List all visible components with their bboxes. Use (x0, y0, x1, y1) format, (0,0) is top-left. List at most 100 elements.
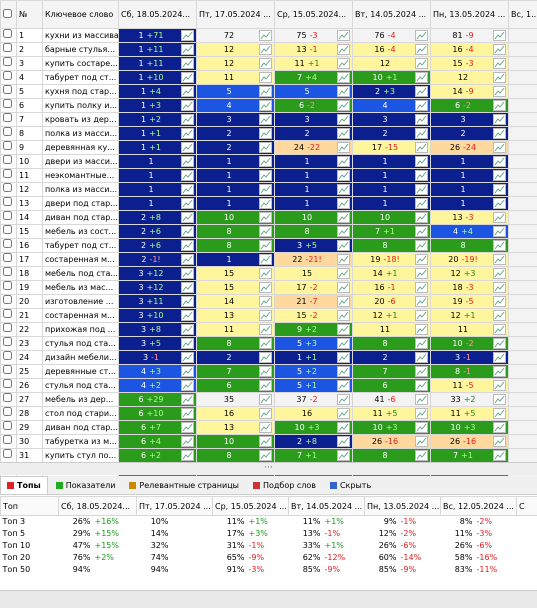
row-select[interactable] (1, 43, 17, 57)
chart-icon[interactable] (259, 58, 272, 69)
chart-icon[interactable] (181, 240, 194, 251)
header-cell[interactable]: Пн, 13.05.2024 ... (431, 1, 509, 29)
chart-icon[interactable] (337, 408, 350, 419)
chart-icon[interactable] (259, 184, 272, 195)
chart-icon[interactable] (337, 422, 350, 433)
chart-icon[interactable] (493, 114, 506, 125)
chart-icon[interactable] (259, 72, 272, 83)
chart-icon[interactable] (181, 408, 194, 419)
checkbox[interactable] (3, 141, 12, 150)
checkbox[interactable] (3, 337, 12, 346)
chart-icon[interactable] (415, 72, 428, 83)
row-select[interactable] (1, 281, 17, 295)
checkbox[interactable] (3, 295, 12, 304)
row-select[interactable] (1, 127, 17, 141)
chart-icon[interactable] (493, 296, 506, 307)
row-select[interactable] (1, 211, 17, 225)
checkbox[interactable] (3, 267, 12, 276)
chart-icon[interactable] (415, 310, 428, 321)
chart-icon[interactable] (493, 450, 506, 461)
checkbox[interactable] (3, 71, 12, 80)
checkbox[interactable] (3, 253, 12, 262)
header-cell[interactable]: Сб, 18.05.2024... (119, 1, 197, 29)
chart-icon[interactable] (259, 142, 272, 153)
chart-icon[interactable] (415, 296, 428, 307)
checkbox[interactable] (3, 57, 12, 66)
chart-icon[interactable] (181, 114, 194, 125)
header-cell[interactable]: Вт, 14.05.2024 ... (289, 497, 365, 516)
chart-icon[interactable] (337, 142, 350, 153)
row-select[interactable] (1, 183, 17, 197)
checkbox[interactable] (3, 183, 12, 192)
chart-icon[interactable] (415, 436, 428, 447)
chart-icon[interactable] (181, 58, 194, 69)
checkbox[interactable] (3, 211, 12, 220)
chart-icon[interactable] (259, 380, 272, 391)
chart-icon[interactable] (337, 366, 350, 377)
chart-icon[interactable] (337, 380, 350, 391)
chart-icon[interactable] (259, 254, 272, 265)
chart-icon[interactable] (493, 44, 506, 55)
chart-icon[interactable] (337, 254, 350, 265)
chart-icon[interactable] (415, 184, 428, 195)
tab[interactable]: Показатели (50, 476, 122, 494)
chart-icon[interactable] (337, 58, 350, 69)
chart-icon[interactable] (181, 296, 194, 307)
row-select[interactable] (1, 309, 17, 323)
header-cell[interactable]: Вс, 12.05.2024 ... (441, 497, 517, 516)
chart-icon[interactable] (337, 30, 350, 41)
chart-icon[interactable] (493, 282, 506, 293)
splitter[interactable]: ··· (0, 462, 537, 475)
chart-icon[interactable] (259, 408, 272, 419)
tab[interactable]: Скрыть (324, 476, 377, 494)
chart-icon[interactable] (415, 282, 428, 293)
chart-icon[interactable] (493, 184, 506, 195)
chart-icon[interactable] (181, 422, 194, 433)
header-cell[interactable]: Ср, 15.05.2024... (275, 1, 353, 29)
checkbox[interactable] (3, 435, 12, 444)
chart-icon[interactable] (259, 198, 272, 209)
tab[interactable]: Топы (0, 476, 48, 494)
chart-icon[interactable] (337, 212, 350, 223)
row-select[interactable] (1, 99, 17, 113)
chart-icon[interactable] (337, 268, 350, 279)
checkbox[interactable] (3, 281, 12, 290)
chart-icon[interactable] (259, 240, 272, 251)
checkbox[interactable] (3, 393, 12, 402)
chart-icon[interactable] (337, 338, 350, 349)
chart-icon[interactable] (415, 408, 428, 419)
chart-icon[interactable] (493, 240, 506, 251)
chart-icon[interactable] (415, 268, 428, 279)
chart-icon[interactable] (493, 422, 506, 433)
chart-icon[interactable] (337, 394, 350, 405)
chart-icon[interactable] (181, 100, 194, 111)
row-select[interactable] (1, 337, 17, 351)
chart-icon[interactable] (415, 254, 428, 265)
chart-icon[interactable] (493, 72, 506, 83)
row-select[interactable] (1, 225, 17, 239)
chart-icon[interactable] (415, 58, 428, 69)
select-all[interactable] (1, 1, 17, 29)
chart-icon[interactable] (181, 254, 194, 265)
chart-icon[interactable] (337, 114, 350, 125)
checkbox[interactable] (3, 351, 12, 360)
chart-icon[interactable] (415, 128, 428, 139)
header-cell[interactable]: Ключевое слово (43, 1, 119, 29)
chart-icon[interactable] (415, 212, 428, 223)
checkbox[interactable] (3, 85, 12, 94)
chart-icon[interactable] (415, 198, 428, 209)
checkbox[interactable] (3, 43, 12, 52)
chart-icon[interactable] (415, 394, 428, 405)
chart-icon[interactable] (259, 156, 272, 167)
header-cell[interactable]: Топ (1, 497, 59, 516)
chart-icon[interactable] (493, 310, 506, 321)
chart-icon[interactable] (337, 198, 350, 209)
chart-icon[interactable] (259, 226, 272, 237)
row-select[interactable] (1, 113, 17, 127)
chart-icon[interactable] (259, 114, 272, 125)
checkbox[interactable] (3, 29, 12, 38)
chart-icon[interactable] (337, 86, 350, 97)
checkbox[interactable] (3, 379, 12, 388)
checkbox[interactable] (3, 155, 12, 164)
chart-icon[interactable] (415, 240, 428, 251)
